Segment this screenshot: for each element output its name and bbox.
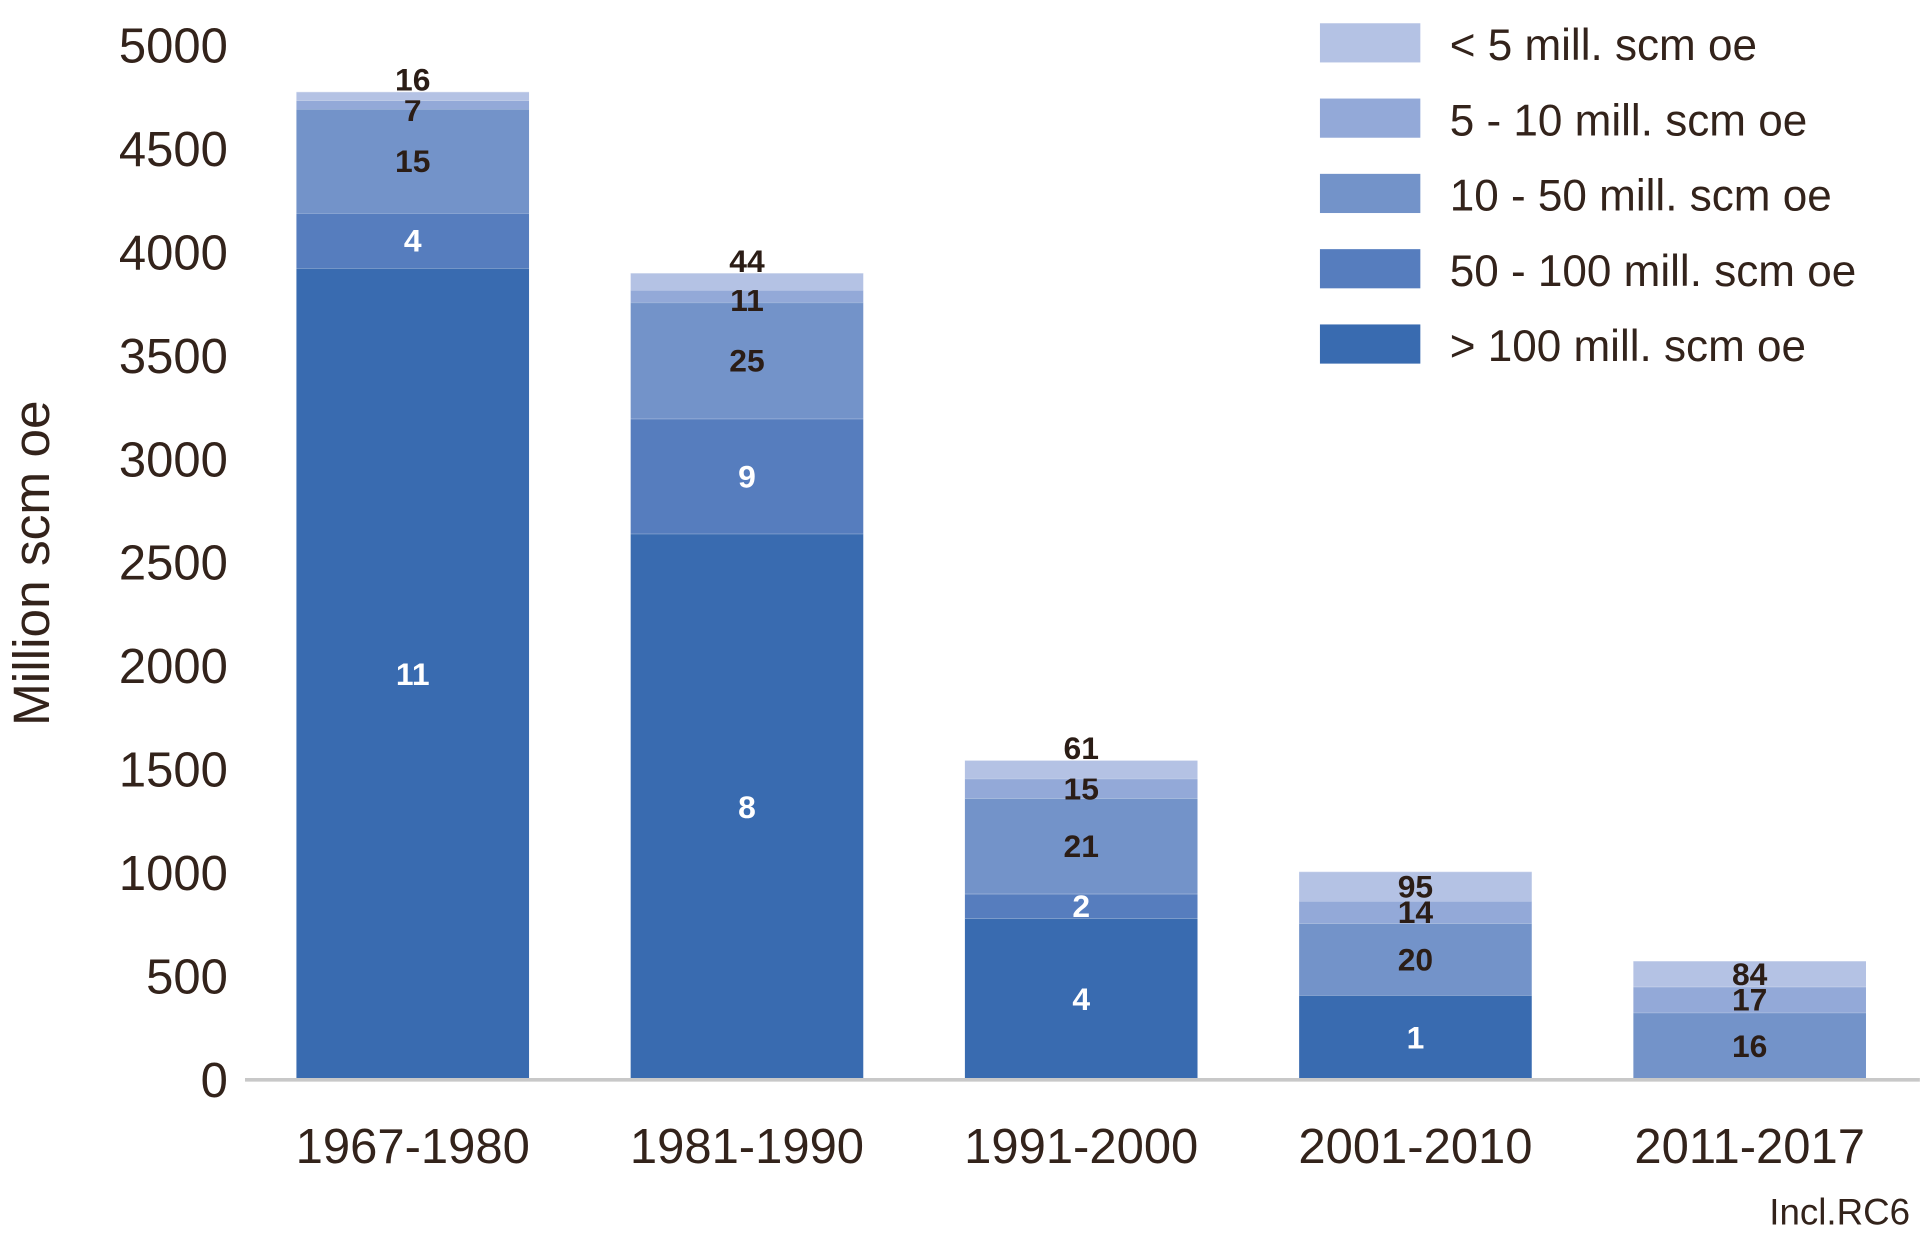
segment-data-label: 17 — [1732, 982, 1767, 1018]
bar-segment — [630, 302, 864, 419]
y-tick-label: 5000 — [119, 19, 228, 73]
segment-data-label: 9 — [738, 458, 756, 494]
y-tick-label: 2000 — [119, 640, 228, 694]
bar-segment — [1633, 1012, 1866, 1080]
segment-data-label: 4 — [1072, 981, 1090, 1017]
x-tick-label: 1981-1990 — [630, 1120, 864, 1174]
segment-data-label: 95 — [1398, 868, 1433, 904]
y-tick-label: 500 — [146, 951, 228, 1005]
y-tick-label: 2500 — [119, 537, 228, 591]
segment-data-label: 61 — [1064, 730, 1099, 766]
bar-segment — [630, 290, 864, 303]
y-tick-label: 1500 — [119, 744, 228, 798]
bar-segment — [296, 213, 530, 269]
segment-data-label: 21 — [1064, 828, 1099, 864]
segment-data-label: 1 — [1407, 1020, 1425, 1056]
x-tick-label: 1967-1980 — [296, 1120, 530, 1174]
x-tick-label: 2011-2017 — [1634, 1120, 1865, 1174]
segment-data-label: 11 — [396, 656, 430, 692]
legend-label: > 100 mill. scm oe — [1450, 322, 1806, 371]
bar-segment — [1633, 986, 1866, 1013]
bar-segment — [964, 918, 1198, 1080]
bar-segment — [1299, 901, 1532, 924]
segment-data-label: 4 — [404, 223, 422, 259]
bar-segment — [296, 268, 530, 1080]
segment-data-label: 16 — [395, 62, 430, 98]
segment-data-label: 16 — [1732, 1028, 1767, 1064]
bar-segment — [964, 798, 1198, 894]
bar-segment — [964, 760, 1198, 779]
segment-data-label: 8 — [738, 789, 756, 825]
y-tick-label: 3000 — [119, 433, 228, 487]
x-axis: 1967-1980 1981-1990 1991-2000 2001-2010 2011… — [296, 1120, 1865, 1174]
segment-data-label: 20 — [1398, 941, 1433, 977]
y-tick-label: 1000 — [119, 847, 228, 901]
bar-segment — [630, 533, 864, 1080]
y-tick-label: 3500 — [119, 330, 228, 384]
y-tick-label: 0 — [201, 1054, 228, 1108]
legend-swatch — [1319, 23, 1421, 63]
bar-segment — [1299, 871, 1532, 902]
legend-swatch — [1319, 98, 1421, 138]
segment-data-label: 44 — [729, 243, 765, 279]
x-tick-label: 2001-2010 — [1298, 1120, 1532, 1174]
bar-segment — [1633, 961, 1866, 987]
legend-label: 10 - 50 mill. scm oe — [1450, 172, 1832, 221]
chart-note: Incl.RC6 — [1769, 1191, 1910, 1232]
segment-data-label: 2 — [1072, 888, 1090, 924]
bar-segment — [296, 109, 530, 214]
bar-segment — [964, 778, 1198, 799]
bar-segment — [1299, 995, 1532, 1080]
y-tick-label: 4500 — [119, 123, 228, 177]
legend-swatch — [1319, 324, 1421, 364]
bar-segment — [630, 273, 864, 291]
bar-segment — [296, 100, 530, 110]
bar-segment — [296, 91, 530, 101]
legend-swatch — [1319, 173, 1421, 214]
segment-data-label: 25 — [729, 343, 764, 379]
legend-label: < 5 mill. scm oe — [1450, 21, 1757, 70]
segment-data-label: 7 — [404, 92, 422, 128]
legend-label: 50 - 100 mill. scm oe — [1450, 247, 1857, 296]
bar-segment — [630, 418, 864, 534]
legend: < 5 mill. scm oe 5 - 10 mill. scm oe 10 - … — [1319, 21, 1857, 371]
y-axis: 0 500 1000 1500 2000 2500 3000 3500 4000 4500 5000 — [119, 19, 228, 1108]
legend-label: 5 - 10 mill. scm oe — [1450, 96, 1808, 145]
bar-segment — [1299, 923, 1532, 996]
bar-segment — [964, 893, 1198, 919]
legend-swatch — [1319, 249, 1421, 289]
segment-data-label: 15 — [395, 143, 430, 179]
y-axis-label: Million scm oe — [2, 400, 60, 726]
y-tick-label: 4000 — [119, 226, 228, 280]
x-tick-label: 1991-2000 — [964, 1120, 1198, 1174]
segment-data-label: 84 — [1732, 956, 1768, 992]
